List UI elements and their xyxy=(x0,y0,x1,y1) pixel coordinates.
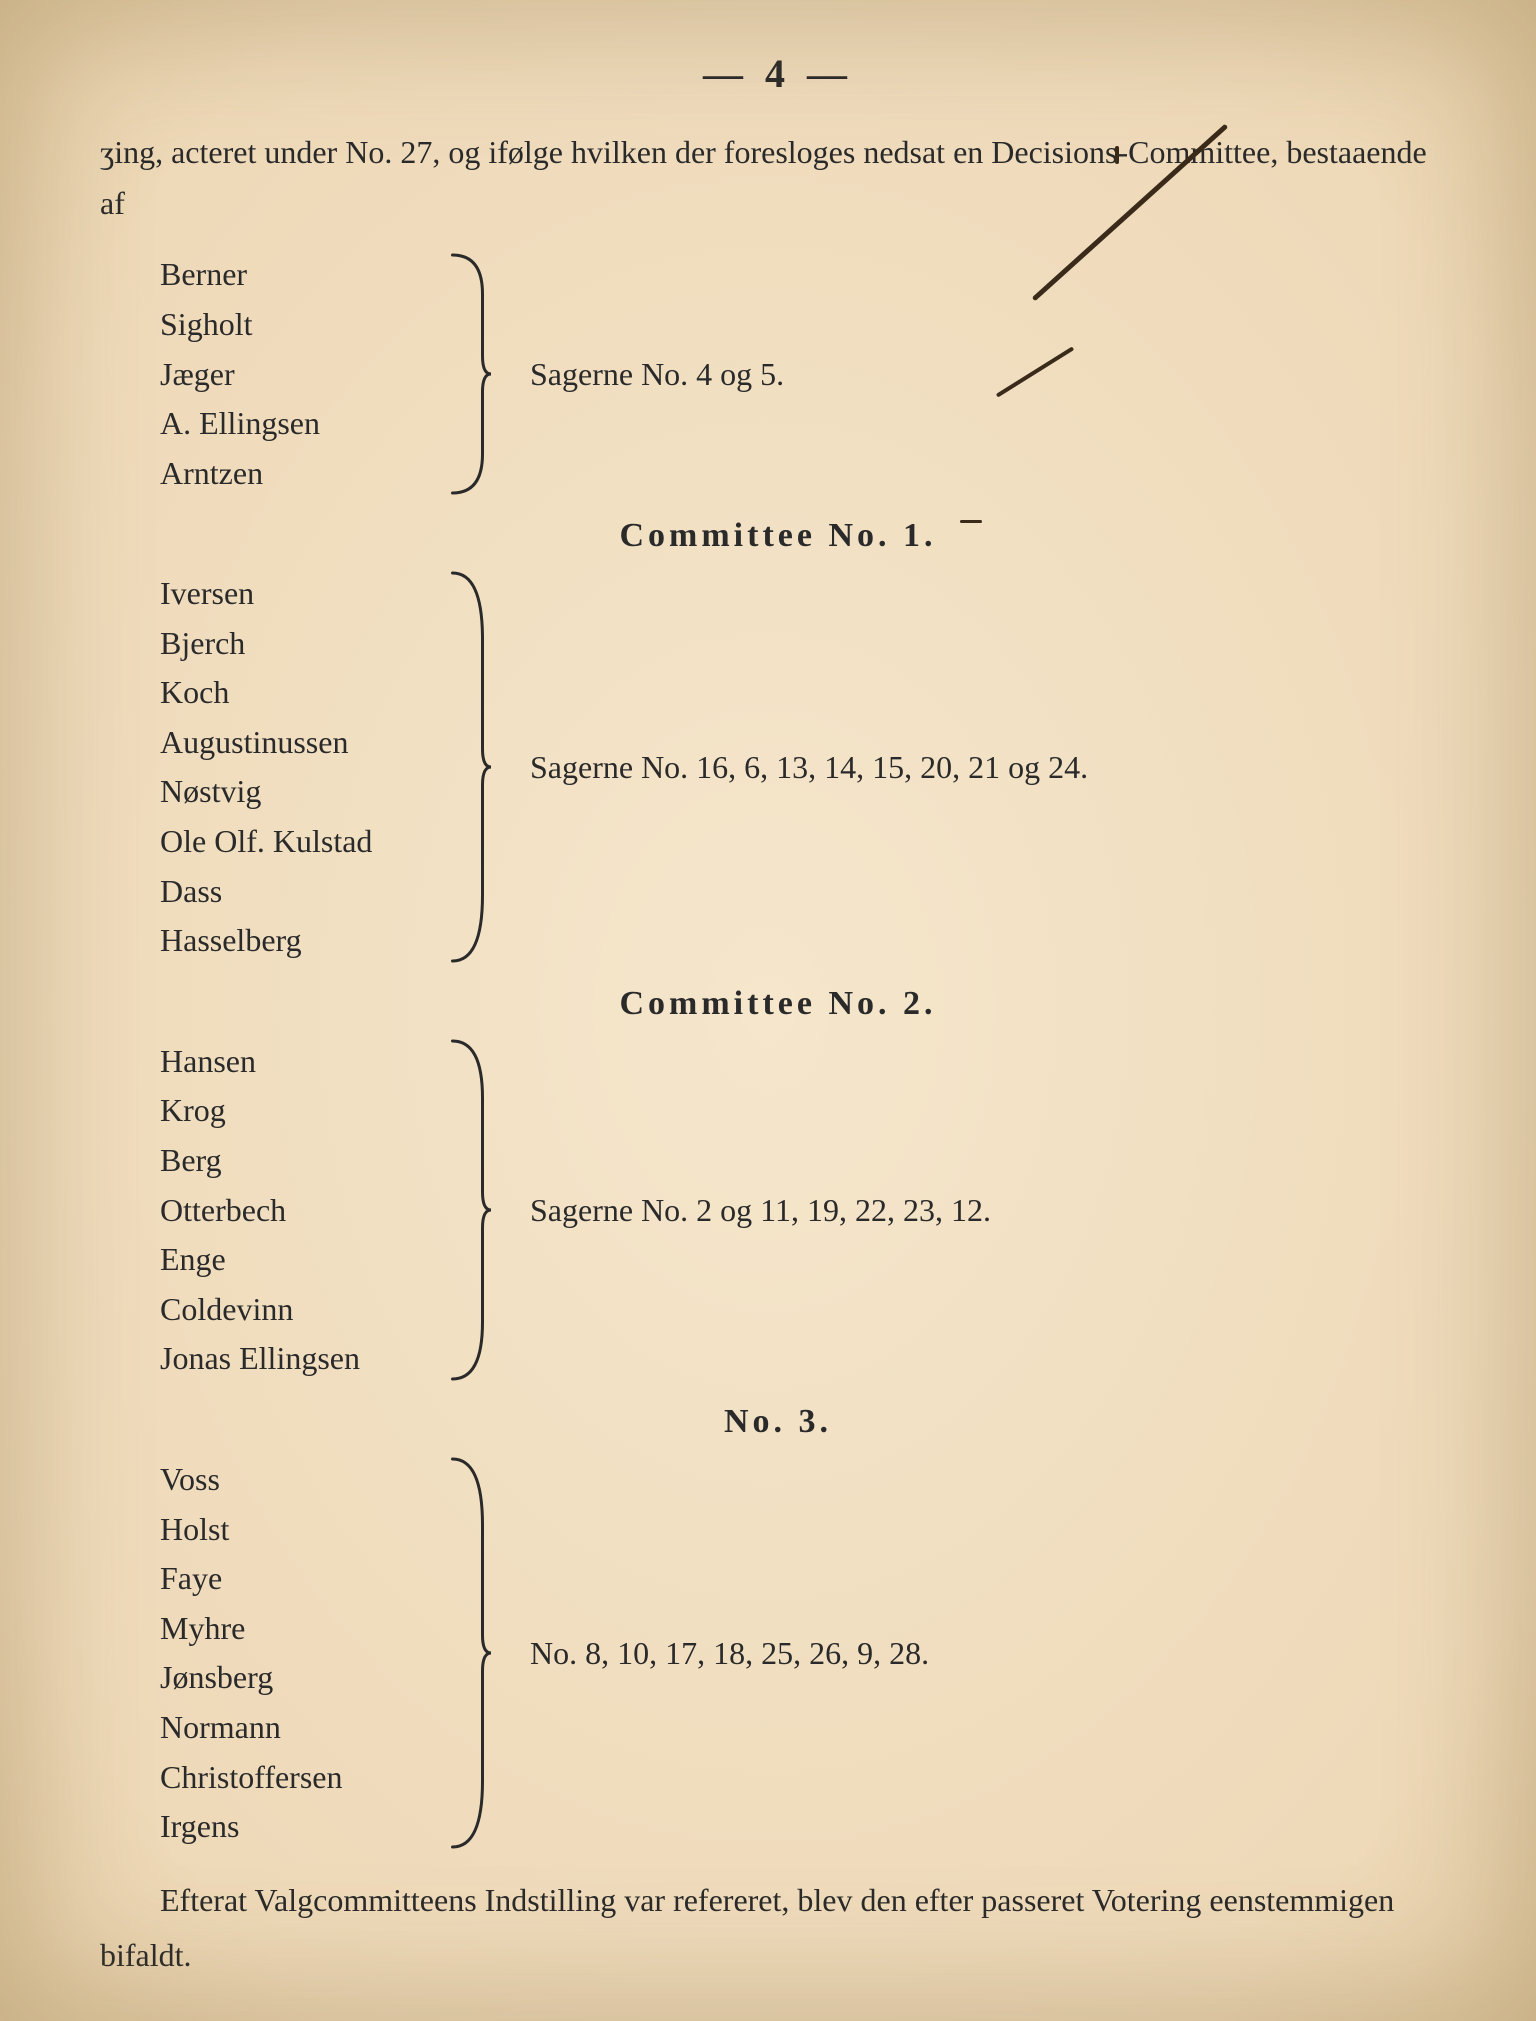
member-name: Arntzen xyxy=(160,449,440,499)
member-name: Augustinussen xyxy=(160,718,440,768)
committee-heading: Committee No. 1. xyxy=(100,517,1456,555)
member-name-list: IversenBjerchKochAugustinussenNøstvigOle… xyxy=(160,569,440,966)
member-name: Otterbech xyxy=(160,1186,440,1236)
member-name: Jæger xyxy=(160,350,440,400)
member-name: Nøstvig xyxy=(160,767,440,817)
member-name: Hansen xyxy=(160,1037,440,1087)
brace-icon xyxy=(440,1453,500,1853)
member-name-list: BernerSigholtJægerA. EllingsenArntzen xyxy=(160,250,440,498)
member-name: A. Ellingsen xyxy=(160,399,440,449)
member-name: Iversen xyxy=(160,569,440,619)
member-name: Normann xyxy=(160,1703,440,1753)
brace-icon xyxy=(440,1035,500,1385)
committee-group: IversenBjerchKochAugustinussenNøstvigOle… xyxy=(160,567,1456,967)
member-name: Berg xyxy=(160,1136,440,1186)
member-name: Jønsberg xyxy=(160,1653,440,1703)
page-number: — 4 — xyxy=(100,50,1456,97)
member-name: Voss xyxy=(160,1455,440,1505)
group-cases-label: Sagerne No. 16, 6, 13, 14, 15, 20, 21 og… xyxy=(530,749,1456,786)
member-name: Coldevinn xyxy=(160,1285,440,1335)
member-name: Christoffersen xyxy=(160,1753,440,1803)
document-page: — 4 — ʒing, acteret under No. 27, og ifø… xyxy=(0,0,1536,2021)
ink-mark xyxy=(1115,146,1119,164)
closing-paragraph: Efterat Valgcommitteens Indstilling var … xyxy=(100,1873,1456,1982)
ink-mark xyxy=(960,520,982,523)
committee-heading: No. 3. xyxy=(100,1403,1456,1441)
committee-group: BernerSigholtJægerA. EllingsenArntzen Sa… xyxy=(160,249,1456,499)
member-name: Ole Olf. Kulstad xyxy=(160,817,440,867)
member-name: Myhre xyxy=(160,1604,440,1654)
member-name: Dass xyxy=(160,867,440,917)
member-name: Faye xyxy=(160,1554,440,1604)
brace-icon xyxy=(440,249,500,499)
member-name: Irgens xyxy=(160,1802,440,1852)
member-name: Berner xyxy=(160,250,440,300)
brace-icon xyxy=(440,567,500,967)
committee-group: HansenKrogBergOtterbechEngeColdevinnJona… xyxy=(160,1035,1456,1385)
group-cases-label: No. 8, 10, 17, 18, 25, 26, 9, 28. xyxy=(530,1635,1456,1672)
member-name: Krog xyxy=(160,1086,440,1136)
committee-groups: BernerSigholtJægerA. EllingsenArntzen Sa… xyxy=(100,249,1456,1853)
group-cases-label: Sagerne No. 4 og 5. xyxy=(530,356,1456,393)
intro-paragraph: ʒing, acteret under No. 27, og ifølge hv… xyxy=(100,127,1456,229)
committee-group: VossHolstFayeMyhreJønsbergNormannChristo… xyxy=(160,1453,1456,1853)
member-name: Hasselberg xyxy=(160,916,440,966)
member-name: Sigholt xyxy=(160,300,440,350)
member-name: Bjerch xyxy=(160,619,440,669)
member-name: Jonas Ellingsen xyxy=(160,1334,440,1384)
member-name: Holst xyxy=(160,1505,440,1555)
committee-heading: Committee No. 2. xyxy=(100,985,1456,1023)
member-name-list: HansenKrogBergOtterbechEngeColdevinnJona… xyxy=(160,1037,440,1384)
member-name: Enge xyxy=(160,1235,440,1285)
member-name: Koch xyxy=(160,668,440,718)
member-name-list: VossHolstFayeMyhreJønsbergNormannChristo… xyxy=(160,1455,440,1852)
group-cases-label: Sagerne No. 2 og 11, 19, 22, 23, 12. xyxy=(530,1192,1456,1229)
